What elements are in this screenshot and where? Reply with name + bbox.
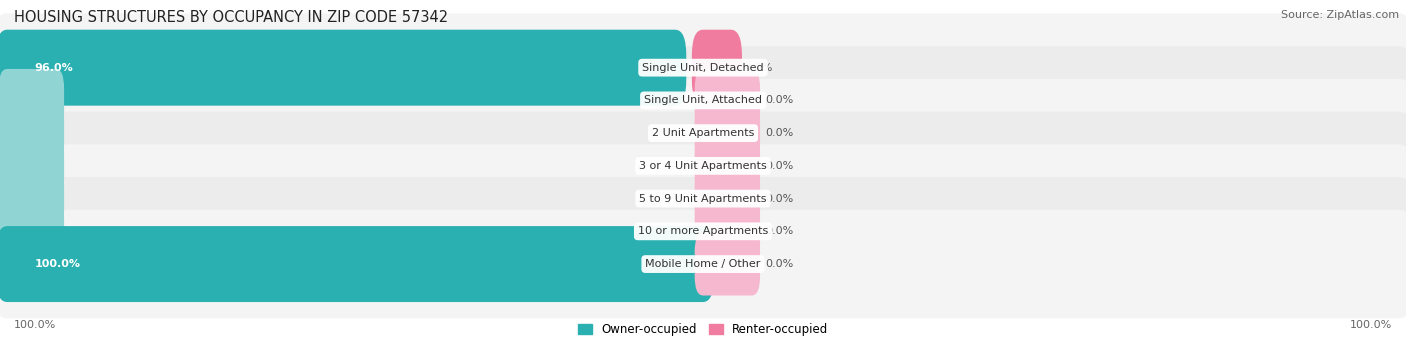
Text: 0.0%: 0.0% xyxy=(766,95,794,105)
Text: 5 to 9 Unit Apartments: 5 to 9 Unit Apartments xyxy=(640,194,766,203)
FancyBboxPatch shape xyxy=(0,79,1406,187)
FancyBboxPatch shape xyxy=(0,46,1406,155)
FancyBboxPatch shape xyxy=(0,111,1406,220)
Legend: Owner-occupied, Renter-occupied: Owner-occupied, Renter-occupied xyxy=(578,323,828,336)
Text: 2 Unit Apartments: 2 Unit Apartments xyxy=(652,128,754,138)
FancyBboxPatch shape xyxy=(695,69,761,132)
FancyBboxPatch shape xyxy=(695,134,761,197)
FancyBboxPatch shape xyxy=(0,144,1406,253)
Text: Mobile Home / Other: Mobile Home / Other xyxy=(645,259,761,269)
Text: 0.0%: 0.0% xyxy=(766,226,794,236)
FancyBboxPatch shape xyxy=(0,30,686,106)
FancyBboxPatch shape xyxy=(0,226,714,302)
FancyBboxPatch shape xyxy=(0,102,65,165)
Text: 100.0%: 100.0% xyxy=(1350,320,1392,330)
FancyBboxPatch shape xyxy=(695,233,761,295)
FancyBboxPatch shape xyxy=(0,13,1406,122)
FancyBboxPatch shape xyxy=(0,167,65,230)
Text: 100.0%: 100.0% xyxy=(14,320,56,330)
FancyBboxPatch shape xyxy=(695,167,761,230)
FancyBboxPatch shape xyxy=(0,69,65,132)
Text: 0.0%: 0.0% xyxy=(766,161,794,171)
Text: 0.0%: 0.0% xyxy=(766,194,794,203)
Text: 0.0%: 0.0% xyxy=(766,259,794,269)
Text: 3 or 4 Unit Apartments: 3 or 4 Unit Apartments xyxy=(640,161,766,171)
Text: 4.0%: 4.0% xyxy=(745,63,773,73)
Text: Single Unit, Detached: Single Unit, Detached xyxy=(643,63,763,73)
FancyBboxPatch shape xyxy=(0,210,1406,318)
Text: 0.0%: 0.0% xyxy=(766,128,794,138)
FancyBboxPatch shape xyxy=(692,30,742,106)
Text: HOUSING STRUCTURES BY OCCUPANCY IN ZIP CODE 57342: HOUSING STRUCTURES BY OCCUPANCY IN ZIP C… xyxy=(14,10,449,25)
FancyBboxPatch shape xyxy=(695,102,761,165)
FancyBboxPatch shape xyxy=(695,200,761,263)
Text: 100.0%: 100.0% xyxy=(35,259,82,269)
Text: 96.0%: 96.0% xyxy=(35,63,73,73)
FancyBboxPatch shape xyxy=(0,200,65,263)
Text: Single Unit, Attached: Single Unit, Attached xyxy=(644,95,762,105)
Text: 10 or more Apartments: 10 or more Apartments xyxy=(638,226,768,236)
FancyBboxPatch shape xyxy=(0,177,1406,286)
Text: Source: ZipAtlas.com: Source: ZipAtlas.com xyxy=(1281,10,1399,20)
FancyBboxPatch shape xyxy=(0,134,65,197)
